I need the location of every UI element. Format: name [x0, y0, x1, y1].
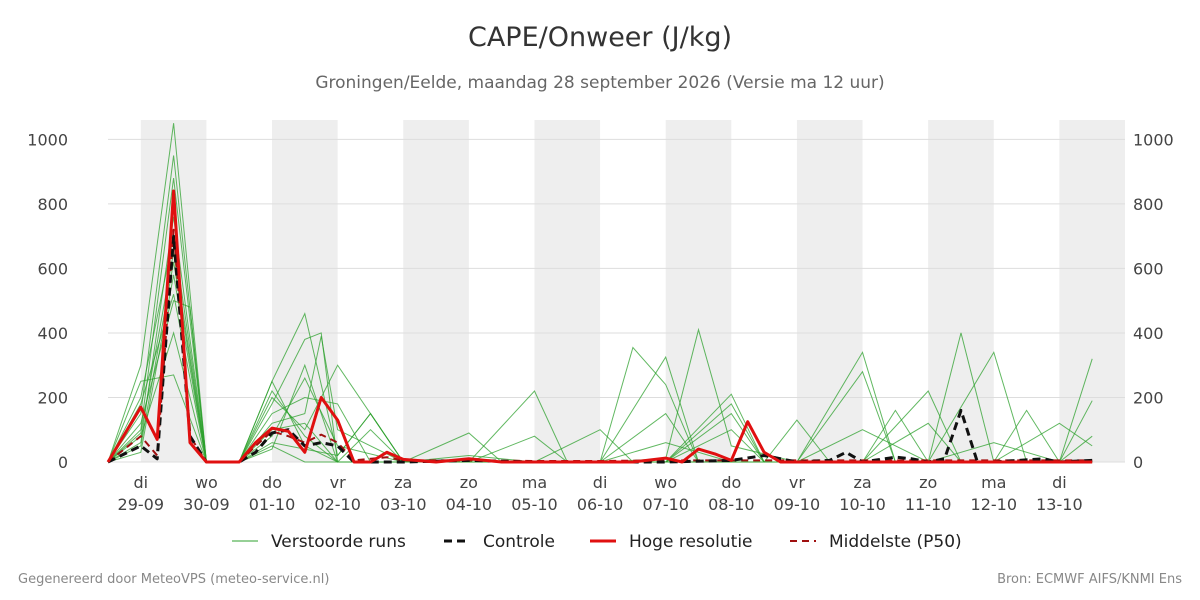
x-tick-day: ma: [981, 473, 1006, 492]
y-tick-label-left: 600: [37, 259, 68, 278]
y-tick-label-left: 200: [37, 388, 68, 407]
x-tick-date: 29-09: [118, 495, 165, 514]
x-tick-date: 30-09: [183, 495, 230, 514]
chart-title: CAPE/Onweer (J/kg): [467, 22, 732, 53]
x-tick-day: zo: [919, 473, 937, 492]
legend-label-ensemble: Verstoorde runs: [271, 532, 406, 552]
footer-generated-by: Gegenereerd door MeteoVPS (meteo-service…: [18, 572, 330, 587]
y-tick-label-right: 1000: [1133, 130, 1174, 149]
x-tick-day: di: [1052, 473, 1067, 492]
x-tick-date: 09-10: [774, 495, 821, 514]
x-tick-date: 10-10: [839, 495, 886, 514]
x-tick-day: vr: [789, 473, 805, 492]
x-tick-day: wo: [654, 473, 677, 492]
shaded-day-band: [928, 120, 994, 462]
y-axis-left: 0 200 400 600 800 1000: [27, 130, 68, 472]
x-tick-day: ma: [522, 473, 547, 492]
legend: Verstoorde runs Controle Hoge resolutie Mid…: [232, 532, 962, 552]
x-tick-date: 08-10: [708, 495, 755, 514]
x-tick-date: 02-10: [314, 495, 361, 514]
shaded-day-band: [796, 120, 863, 462]
y-tick-label-right: 800: [1133, 195, 1164, 214]
x-tick-day: wo: [195, 473, 218, 492]
highres-series-line: [106, 189, 1093, 464]
y-tick-label-right: 600: [1133, 259, 1164, 278]
cape-chart: 0 200 400 600 800 1000 0 200 400 600 800 1000 di 29…: [27, 120, 1174, 552]
shaded-day-band: [272, 120, 338, 462]
x-tick-date: 03-10: [380, 495, 427, 514]
chart-subtitle: Groningen/Eelde, maandag 28 september 20…: [315, 73, 885, 93]
y-tick-label-left: 400: [37, 324, 68, 343]
shaded-day-band: [534, 120, 601, 462]
y-tick-label-left: 0: [58, 453, 68, 472]
x-tick-date: 11-10: [905, 495, 952, 514]
y-tick-label-left: 800: [37, 195, 68, 214]
x-tick-date: 12-10: [971, 495, 1018, 514]
legend-label-highres: Hoge resolutie: [629, 532, 753, 552]
legend-label-control: Controle: [483, 532, 555, 552]
shaded-day-band: [1059, 120, 1125, 462]
x-tick-day: di: [593, 473, 608, 492]
x-tick-date: 06-10: [577, 495, 624, 514]
footer-source: Bron: ECMWF AIFS/KNMI Ens: [997, 572, 1182, 587]
x-axis: di 29-09 wo 30-09 do 01-10 vr 02-10 za 03-10 zo 04-…: [118, 473, 1083, 514]
y-tick-label-right: 0: [1133, 453, 1143, 472]
x-tick-day: za: [853, 473, 871, 492]
shaded-day-band: [403, 120, 469, 462]
x-tick-date: 04-10: [446, 495, 493, 514]
x-tick-day: di: [134, 473, 149, 492]
x-tick-day: zo: [460, 473, 478, 492]
legend-label-median: Middelste (P50): [829, 532, 962, 552]
x-tick-date: 07-10: [642, 495, 689, 514]
main-series: [106, 189, 1093, 464]
x-tick-date: 13-10: [1036, 495, 1083, 514]
x-tick-date: 01-10: [249, 495, 296, 514]
x-tick-day: do: [262, 473, 282, 492]
weekend-bands: [140, 120, 1125, 462]
x-tick-day: do: [721, 473, 741, 492]
x-tick-day: vr: [330, 473, 346, 492]
y-tick-label-right: 400: [1133, 324, 1164, 343]
y-tick-label-right: 200: [1133, 388, 1164, 407]
x-tick-date: 05-10: [511, 495, 558, 514]
x-tick-day: za: [394, 473, 412, 492]
median-series-line: [107, 228, 1093, 463]
y-axis-right: 0 200 400 600 800 1000: [1133, 130, 1174, 472]
y-tick-label-left: 1000: [27, 130, 68, 149]
